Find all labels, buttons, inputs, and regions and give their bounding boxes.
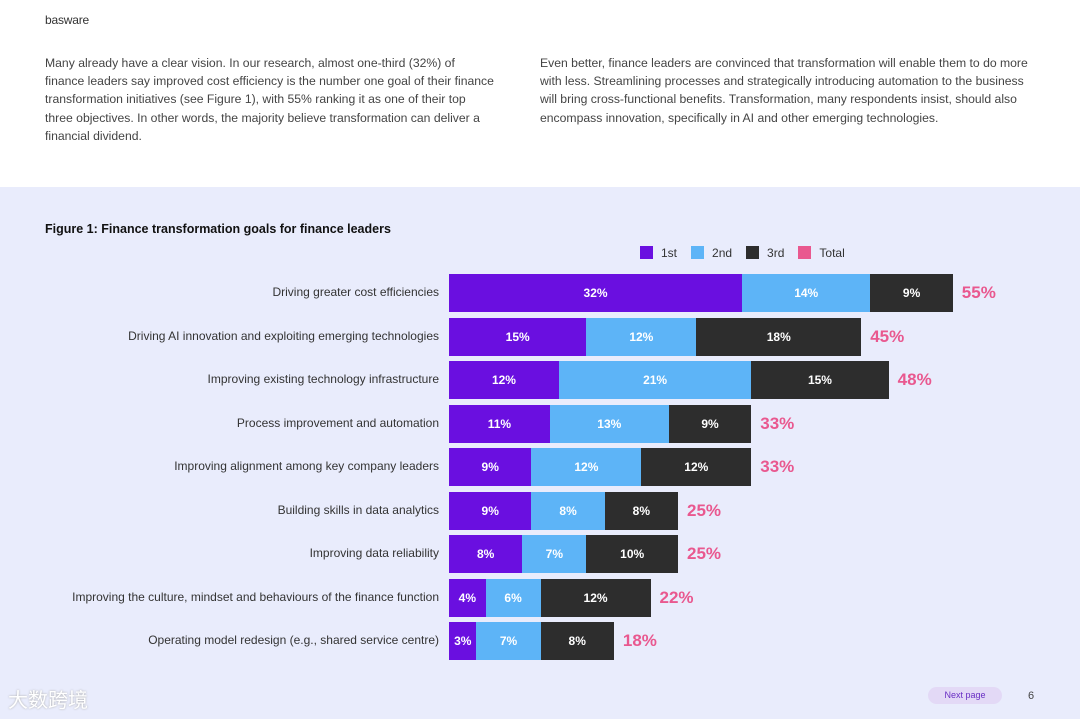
legend-swatch — [746, 246, 760, 259]
bar-row: Improving the culture, mindset and behav… — [0, 578, 1080, 617]
bar-segment-2nd: 7% — [476, 622, 541, 660]
bar-segment-2nd: 12% — [586, 317, 697, 356]
basware-logo: basware — [45, 13, 89, 27]
legend-swatch — [691, 246, 705, 259]
total-label: 22% — [659, 587, 694, 607]
bar-segment-3rd: 9% — [668, 404, 752, 443]
legend-item-total: Total — [798, 246, 845, 260]
bar-segment-1st: 15% — [449, 317, 587, 356]
intro-paragraph-right: Even better, finance leaders are convinc… — [540, 56, 1028, 125]
bar-row: Improving existing technology infrastruc… — [0, 361, 1080, 399]
category-label: Improving data reliability — [309, 546, 439, 560]
category-label: Driving greater cost efficiencies — [272, 285, 439, 299]
bar-segment-3rd: 12% — [641, 448, 752, 486]
bar-row: Improving data reliability 8% 7% 10% 25% — [0, 535, 1080, 573]
category-label: Operating model redesign (e.g., shared s… — [148, 633, 439, 647]
bar-segment-2nd: 13% — [549, 404, 669, 443]
total-label: 25% — [687, 500, 722, 520]
bar-segment-3rd: 10% — [586, 535, 678, 573]
legend-label: 2nd — [712, 246, 733, 260]
category-label: Driving AI innovation and exploiting eme… — [128, 328, 439, 343]
bar-segment-3rd: 8% — [604, 491, 678, 530]
category-label: Improving the culture, mindset and behav… — [72, 589, 439, 604]
bar-segment-2nd: 6% — [485, 578, 541, 617]
total-label: 55% — [961, 283, 996, 302]
bar-segment-1st: 9% — [449, 448, 532, 486]
total-label: 48% — [897, 370, 932, 389]
legend-label: 3rd — [767, 246, 785, 260]
next-page-button[interactable]: Next page — [928, 687, 1002, 704]
bar-segment-1st: 32% — [449, 274, 743, 312]
bar-segment-2nd: 12% — [531, 448, 642, 486]
bar-segment-1st: 11% — [449, 404, 550, 443]
bar-row: Operating model redesign (e.g., shared s… — [0, 622, 1080, 660]
bar-row: Driving AI innovation and exploiting eme… — [0, 317, 1080, 356]
total-label: 33% — [760, 457, 795, 476]
bar-row: Building skills in data analytics 9% 8% 8% 2… — [0, 491, 1080, 530]
total-label: 18% — [622, 631, 657, 650]
legend-label: Total — [819, 246, 845, 260]
legend-swatch — [640, 246, 653, 259]
bar-row: Improving alignment among key company le… — [0, 448, 1080, 486]
bar-segment-2nd: 21% — [558, 361, 752, 399]
bar-row: Driving greater cost efficiencies 32% 14% 9… — [0, 274, 1080, 312]
legend-item-2nd: 2nd — [691, 246, 732, 260]
watermark: 大数跨境 — [8, 690, 88, 712]
legend-item-1st: 1st — [640, 246, 677, 260]
legend-label: 1st — [661, 246, 678, 260]
legend-swatch — [798, 246, 812, 259]
bar-segment-1st: 4% — [449, 578, 486, 617]
total-label: 33% — [760, 413, 795, 433]
total-label: 25% — [687, 544, 722, 563]
category-label: Improving existing technology infrastruc… — [207, 372, 439, 386]
category-label: Process improvement and automation — [236, 415, 439, 430]
bar-segment-3rd: 15% — [751, 361, 889, 399]
chart-legend: 1st 2nd 3rd Total — [640, 246, 845, 260]
bar-segment-2nd: 14% — [742, 274, 871, 312]
legend-item-3rd: 3rd — [746, 246, 784, 260]
bar-segment-1st: 9% — [449, 491, 532, 530]
bar-segment-2nd: 7% — [522, 535, 587, 573]
bar-segment-3rd: 8% — [540, 622, 614, 660]
bar-segment-2nd: 8% — [531, 491, 605, 530]
category-label: Building skills in data analytics — [277, 502, 439, 517]
page-number: 6 — [1028, 690, 1035, 702]
bar-segment-3rd: 12% — [540, 578, 651, 617]
bar-segment-1st: 12% — [449, 361, 559, 399]
bar-segment-3rd: 18% — [696, 317, 862, 356]
bar-segment-3rd: 9% — [870, 274, 953, 312]
bar-row: Process improvement and automation 11% 13%… — [0, 404, 1080, 443]
figure-title: Figure 1: Finance transformation goals f… — [45, 222, 391, 236]
intro-paragraph-left: Many already have a clear vision. In our… — [45, 56, 494, 143]
total-label: 45% — [870, 326, 905, 346]
category-label: Improving alignment among key company le… — [174, 459, 439, 473]
bar-segment-1st: 3% — [449, 622, 477, 660]
bar-segment-1st: 8% — [449, 535, 523, 573]
